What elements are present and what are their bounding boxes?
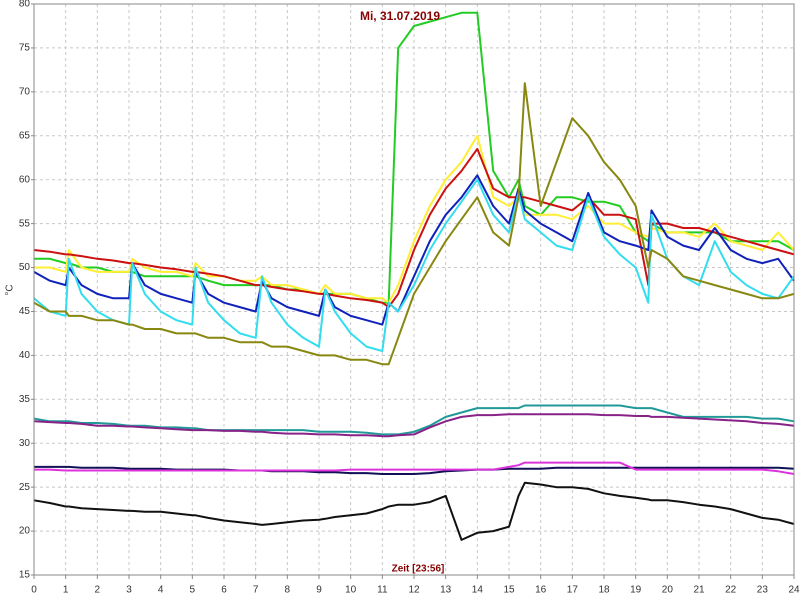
- grid: [31, 3, 795, 579]
- series-line: [33, 413, 795, 438]
- y-tick-label: 20: [19, 526, 31, 537]
- y-tick-label: 65: [19, 130, 31, 141]
- x-tick-label: 2: [95, 585, 101, 596]
- y-axis-label: °C: [5, 284, 16, 295]
- x-tick-label: 24: [788, 585, 800, 596]
- y-tick-label: 30: [19, 438, 31, 449]
- series-line: [33, 82, 795, 366]
- x-tick-label: 8: [285, 585, 291, 596]
- x-tick-label: 6: [221, 585, 227, 596]
- series-line: [33, 404, 795, 436]
- x-tick-label: 15: [503, 585, 515, 596]
- y-tick-label: 50: [19, 262, 31, 273]
- y-tick-label: 70: [19, 86, 31, 97]
- x-tick-label: 19: [630, 585, 642, 596]
- y-tick-label: 55: [19, 218, 31, 229]
- x-tick-label: 12: [408, 585, 420, 596]
- x-tick-label: 22: [725, 585, 737, 596]
- x-tick-label: 14: [472, 585, 484, 596]
- x-tick-label: 17: [567, 585, 579, 596]
- y-tick-label: 40: [19, 350, 31, 361]
- x-tick-label: 13: [440, 585, 452, 596]
- series-line: [33, 481, 795, 541]
- y-tick-label: 80: [19, 0, 31, 10]
- x-tick-label: 4: [158, 585, 164, 596]
- y-tick-label: 25: [19, 482, 31, 493]
- x-tick-label: 0: [31, 585, 37, 596]
- y-tick-label: 45: [19, 306, 31, 317]
- x-tick-label: 9: [316, 585, 322, 596]
- plot-frame: [33, 3, 795, 576]
- series-line: [34, 461, 795, 475]
- x-tick-label: 23: [757, 585, 769, 596]
- x-tick-label: 21: [693, 585, 705, 596]
- x-tick-label: 10: [345, 585, 357, 596]
- x-tick-label: 3: [126, 585, 132, 596]
- y-tick-label: 75: [19, 43, 31, 54]
- x-axis-label: Zeit [23:56]: [392, 564, 445, 575]
- x-tick-label: 20: [662, 585, 674, 596]
- y-tick-label: 60: [19, 174, 31, 185]
- x-tick-label: 18: [598, 585, 610, 596]
- series-line: [34, 465, 795, 475]
- y-tick-label: 15: [19, 570, 31, 581]
- lines: [33, 11, 795, 541]
- x-tick-label: 5: [190, 585, 196, 596]
- x-tick-label: 1: [63, 585, 69, 596]
- y-tick-label: 35: [19, 394, 31, 405]
- chart-title: Mi, 31.07.2019: [360, 9, 440, 23]
- x-tick-label: 11: [377, 585, 388, 596]
- x-tick-label: 7: [253, 585, 259, 596]
- series-line: [33, 178, 795, 352]
- x-tick-label: 16: [535, 585, 547, 596]
